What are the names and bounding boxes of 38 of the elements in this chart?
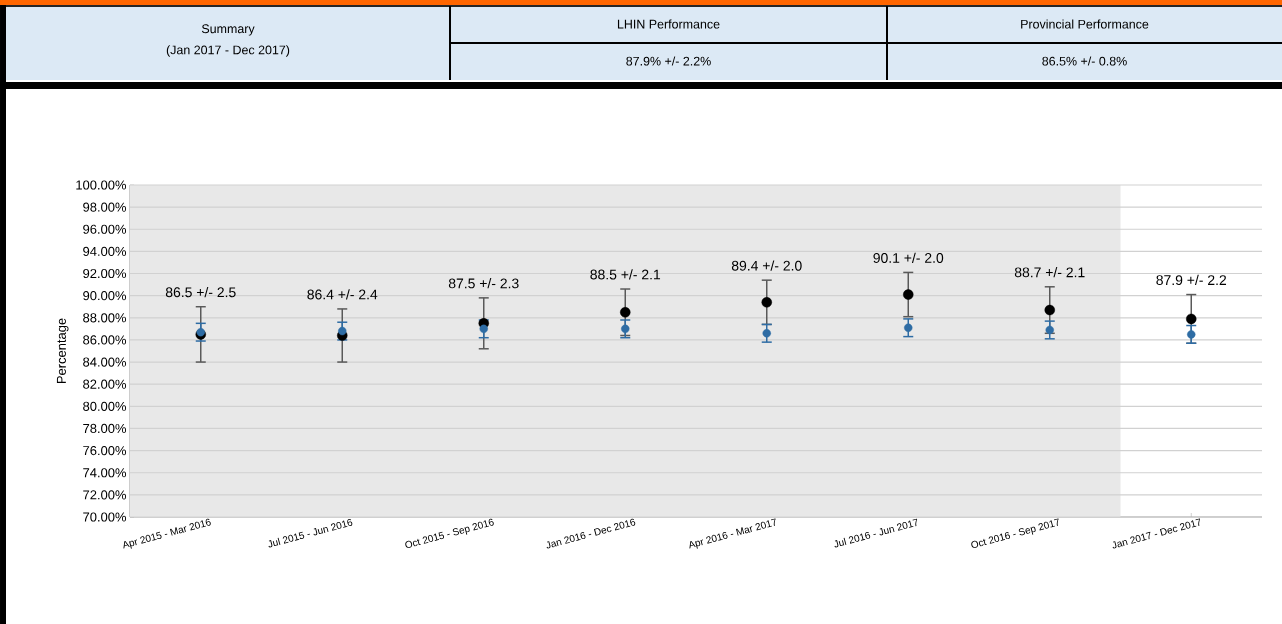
data-label: 88.7 +/- 2.1 [1014,267,1085,278]
x-tick-label: Jul 2015 - Jun 2016 [268,519,353,548]
y-tick-label: 74.00% [83,468,127,478]
text: 86.5% +/- 0.8% [1042,56,1127,66]
y-tick-label: 94.00% [83,246,127,256]
data-label: 88.5 +/- 2.1 [590,269,661,280]
text: Summary [201,24,255,36]
text: Provincial Performance [1021,19,1149,29]
text: LHIN Performance [617,19,720,29]
y-tick-label: 82.00% [83,379,127,389]
data-label: 89.4 +/- 2.0 [731,260,802,271]
y-tick-label: 90.00% [83,291,127,301]
data-label: 90.1 +/- 2.0 [873,252,944,263]
data-label: 87.5 +/- 2.3 [448,278,519,289]
y-tick-label: 80.00% [83,401,127,411]
y-tick-label: 100.00% [76,180,127,190]
y-tick-label: 72.00% [83,490,127,500]
x-tick-label: Jan 2016 - Dec 2016 [546,518,636,549]
y-tick-label: 78.00% [83,423,127,434]
x-tick-label: Jul 2016 - Jun 2017 [834,518,918,548]
y-tick-label: 76.00% [83,446,127,456]
data-label: 86.5 +/- 2.5 [165,286,236,298]
x-tick-label: Oct 2016 - Sep 2017 [971,518,1059,548]
y-tick-label: 96.00% [83,224,127,234]
text: (Jan 2017 - Dec 2017) [166,45,290,57]
x-tick-label: Jan 2017 - Dec 2017 [1112,518,1201,549]
y-axis-title: Percentage [56,318,69,384]
y-tick-label: 86.00% [83,335,127,345]
y-tick-label: 98.00% [83,202,127,212]
x-tick-label: Oct 2015 - Sep 2016 [405,518,494,548]
y-tick-label: 70.00% [83,512,127,522]
y-tick-label: 92.00% [83,268,127,279]
data-label: 86.4 +/- 2.4 [307,289,378,300]
y-tick-label: 88.00% [83,313,127,323]
x-tick-label: Apr 2016 - Mar 2017 [689,518,776,549]
data-label: 87.9 +/- 2.2 [1156,274,1227,286]
text: 87.9% +/- 2.2% [626,56,711,66]
y-tick-label: 84.00% [83,357,127,367]
